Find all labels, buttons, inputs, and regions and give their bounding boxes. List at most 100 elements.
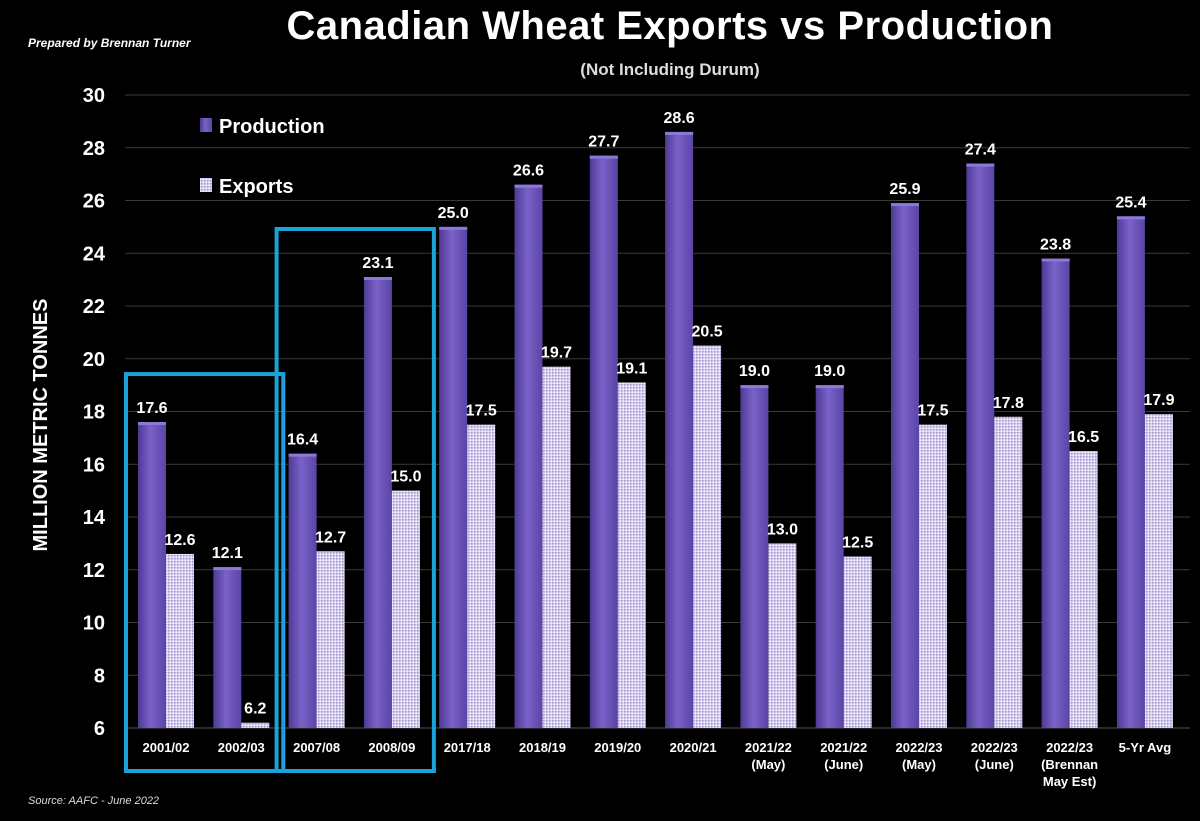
x-tick-label: 2021/22 (745, 740, 792, 755)
exports-value-label: 17.9 (1143, 392, 1174, 409)
production-bar-top (665, 131, 694, 135)
y-tick-label: 12 (83, 560, 105, 582)
production-value-label: 23.1 (362, 255, 393, 272)
x-tick-label: (May) (751, 757, 785, 772)
exports-bar (542, 366, 571, 728)
exports-bar (919, 424, 947, 728)
y-tick-label: 22 (83, 296, 105, 318)
x-tick-label: 2021/22 (820, 740, 867, 755)
legend-production-swatch (200, 118, 212, 132)
exports-bar (467, 424, 496, 728)
legend-production-label: Production (219, 116, 325, 138)
production-bar-top (1041, 258, 1070, 262)
y-tick-label: 10 (83, 613, 105, 635)
y-tick-label: 6 (94, 718, 105, 740)
production-bar-top (514, 184, 543, 188)
production-bar-top (815, 385, 844, 389)
y-tick-label: 28 (83, 138, 105, 160)
y-axis-label: MILLION METRIC TONNES (30, 299, 52, 552)
highlight-boxes (124, 226, 436, 774)
production-bar-top (589, 155, 618, 159)
production-value-label: 26.6 (513, 163, 544, 180)
production-bar-top (288, 453, 317, 457)
y-tick-label: 30 (83, 85, 105, 107)
production-bar (1116, 216, 1145, 728)
exports-value-label: 15.0 (390, 469, 421, 486)
legend-exports-label: Exports (219, 176, 293, 198)
chart-subtitle: (Not Including Durum) (580, 60, 760, 79)
production-bar (439, 226, 468, 728)
x-tick-label: (June) (975, 757, 1014, 772)
y-tick-label: 20 (83, 349, 105, 371)
source-note: Source: AAFC - June 2022 (28, 795, 160, 807)
legend-exports-swatch (200, 178, 212, 192)
production-bar (589, 155, 618, 729)
production-value-label: 28.6 (664, 110, 695, 127)
production-value-label: 25.4 (1115, 194, 1146, 211)
production-bar (138, 422, 166, 728)
exports-value-label: 17.8 (993, 395, 1024, 412)
exports-bar (768, 543, 797, 728)
exports-value-label: 20.5 (692, 324, 723, 341)
exports-bar (391, 490, 420, 728)
production-bar-top (740, 385, 769, 389)
x-tick-label: 2022/23 (1046, 740, 1093, 755)
production-bar (966, 163, 995, 728)
production-bar-top (966, 163, 995, 167)
exports-bar (316, 551, 345, 728)
production-bar (815, 385, 844, 728)
exports-value-label: 6.2 (244, 701, 266, 718)
y-tick-label: 24 (83, 243, 106, 265)
exports-value-label: 12.7 (315, 529, 346, 546)
x-tick-label: 2022/23 (896, 740, 943, 755)
production-bar (288, 453, 317, 728)
production-bar (514, 184, 543, 729)
production-bar (363, 276, 392, 728)
exports-value-label: 16.5 (1068, 429, 1099, 446)
production-value-label: 27.7 (588, 134, 619, 151)
labels: 6 8 10 12 14 16 18 20 22 24 26 28 30 17.6 12.6 2001/02 1… (83, 85, 1175, 789)
production-bar-top (439, 226, 468, 230)
chart-title: Canadian Wheat Exports vs Production (286, 4, 1054, 48)
production-value-label: 19.0 (739, 363, 770, 380)
production-value-label: 27.4 (965, 142, 996, 159)
production-value-label: 25.0 (438, 205, 469, 222)
x-tick-label: 2018/19 (519, 740, 566, 755)
production-bar (1041, 258, 1070, 728)
x-tick-label: 2017/18 (444, 740, 491, 755)
legend: Production Exports (200, 116, 325, 198)
y-tick-label: 16 (83, 454, 105, 476)
y-tick-label: 26 (83, 191, 105, 213)
production-bar (891, 203, 919, 728)
x-tick-label: 2022/23 (971, 740, 1018, 755)
exports-value-label: 12.6 (164, 532, 195, 549)
production-bar-top (891, 203, 919, 207)
x-tick-label: 2002/03 (218, 740, 265, 755)
y-tick-label: 8 (94, 665, 105, 687)
exports-bar (241, 722, 270, 728)
production-bar-top (138, 422, 166, 426)
x-tick-label: 2019/20 (594, 740, 641, 755)
exports-bar (843, 556, 872, 728)
exports-value-label: 17.5 (466, 403, 497, 420)
production-bar-top (363, 276, 392, 280)
x-tick-label: 2008/09 (368, 740, 415, 755)
exports-value-label: 13.0 (767, 521, 798, 538)
exports-bar (693, 345, 722, 728)
x-tick-label: 2007/08 (293, 740, 340, 755)
x-tick-label: May Est) (1043, 774, 1096, 789)
production-value-label: 17.6 (136, 400, 167, 417)
bars (138, 131, 1173, 729)
y-tick-label: 14 (83, 507, 106, 529)
y-tick-label: 18 (83, 402, 105, 424)
production-value-label: 25.9 (889, 181, 920, 198)
production-bar (665, 131, 694, 729)
exports-value-label: 19.7 (541, 345, 572, 362)
production-bar (740, 385, 769, 728)
x-tick-label: (Brennan (1041, 757, 1098, 772)
production-value-label: 16.4 (287, 432, 318, 449)
highlight-box (274, 226, 436, 774)
production-value-label: 23.8 (1040, 237, 1071, 254)
exports-value-label: 12.5 (842, 535, 873, 552)
